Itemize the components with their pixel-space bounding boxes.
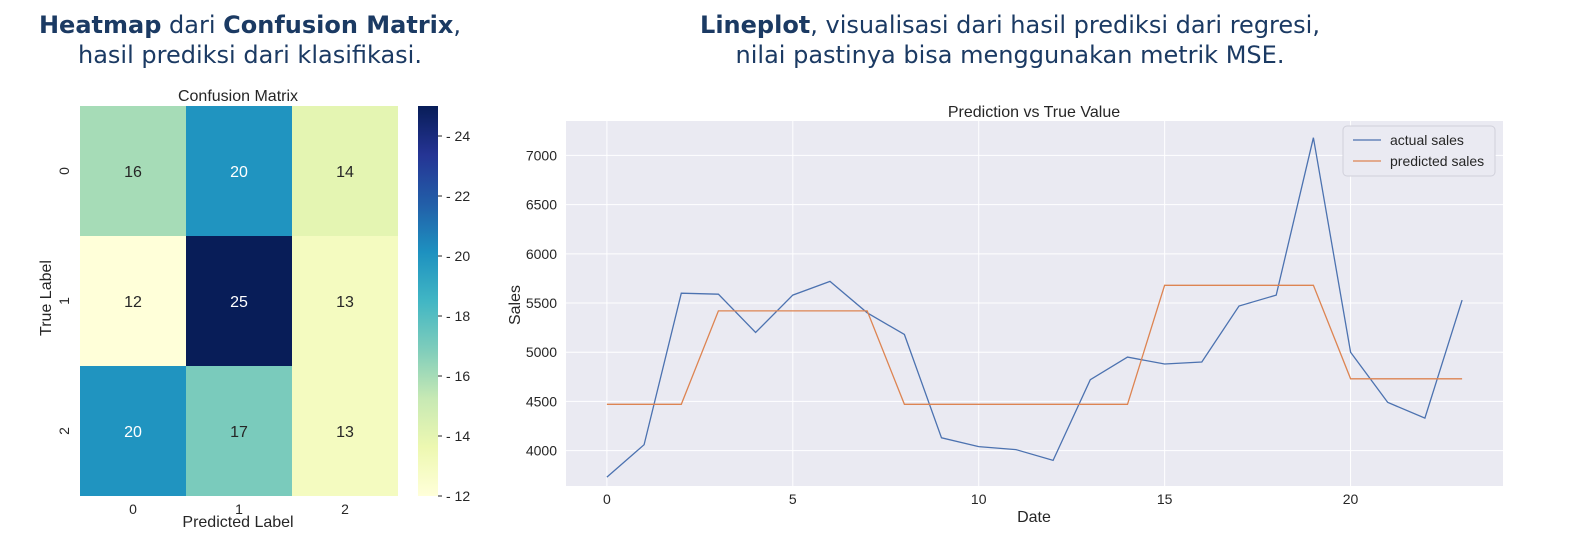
colorbar-tick-label: - 24 xyxy=(446,128,470,144)
x-tick-label: 5 xyxy=(789,491,797,507)
grid-lines xyxy=(566,121,1503,486)
caption-bold-lineplot: Lineplot xyxy=(700,11,811,39)
heatmap-cell-value: 16 xyxy=(124,164,142,181)
line-series xyxy=(606,137,1463,478)
lineplot-caption-line2: nilai pastinya bisa menggunakan metrik M… xyxy=(735,41,1285,69)
x-tick-label: 20 xyxy=(1343,491,1359,507)
heatmap-y-tick-label: 0 xyxy=(56,167,72,175)
heatmap-y-label: True Label xyxy=(38,260,55,336)
caption-text: , visualisasi dari hasil prediksi dari r… xyxy=(810,11,1320,39)
heatmap-cell-value: 12 xyxy=(124,294,142,311)
colorbar-ticks: - 12 - 14 - 16 - 18 - 20 - 22 - 24 xyxy=(438,128,470,504)
x-tick-label: 15 xyxy=(1157,491,1173,507)
caption-text: , xyxy=(453,11,462,39)
heatmap-cell-value: 20 xyxy=(230,164,248,181)
heatmap-cell xyxy=(292,236,398,366)
heatmap-x-tick-label: 2 xyxy=(341,501,349,517)
colorbar-tick-label: - 18 xyxy=(446,308,470,324)
lineplot-caption-line1: Lineplot, visualisasi dari hasil prediks… xyxy=(560,10,1460,40)
lineplot-caption: Lineplot, visualisasi dari hasil prediks… xyxy=(560,10,1460,70)
lineplot-x-label: Date xyxy=(1017,509,1051,526)
colorbar-tick-label: - 16 xyxy=(446,368,470,384)
x-tick-labels: 0 5 10 15 20 xyxy=(603,491,1359,507)
heatmap-cell-value: 13 xyxy=(336,424,354,441)
y-tick-label: 5500 xyxy=(526,295,557,311)
legend-label-actual: actual sales xyxy=(1390,132,1464,148)
x-tick-label: 0 xyxy=(603,491,611,507)
heatmap-cell xyxy=(80,106,186,236)
heatmap-cell-value: 17 xyxy=(230,424,248,441)
heatmap-cells: 16 20 14 12 25 13 20 17 13 xyxy=(80,106,398,496)
heatmap-caption: Heatmap dari Confusion Matrix, hasil pre… xyxy=(20,10,480,70)
heatmap-title: Confusion Matrix xyxy=(178,88,298,105)
heatmap-caption-line2: hasil prediksi dari klasifikasi. xyxy=(78,41,422,69)
heatmap-cell xyxy=(80,236,186,366)
plot-area xyxy=(566,121,1503,486)
heatmap-x-tick-label: 0 xyxy=(129,501,137,517)
heatmap-caption-line1: Heatmap dari Confusion Matrix, xyxy=(20,10,480,40)
colorbar xyxy=(418,106,438,496)
legend-label-predicted: predicted sales xyxy=(1390,153,1484,169)
y-tick-label: 7000 xyxy=(526,147,557,163)
y-tick-label: 5000 xyxy=(526,344,557,360)
heatmap-cell xyxy=(186,366,292,496)
caption-bold-heatmap: Heatmap xyxy=(38,11,162,39)
heatmap-cell xyxy=(186,106,292,236)
heatmap-cell xyxy=(186,236,292,366)
x-tick-label: 10 xyxy=(971,491,987,507)
lineplot-title: Prediction vs True Value xyxy=(948,104,1120,121)
heatmap-cell xyxy=(80,366,186,496)
y-tick-label: 6000 xyxy=(526,246,557,262)
heatmap-x-ticks: 0 1 2 xyxy=(129,501,349,517)
heatmap-cell xyxy=(292,366,398,496)
caption-text: dari xyxy=(161,11,224,39)
lineplot-y-label: Sales xyxy=(507,285,524,325)
heatmap-cell-value: 13 xyxy=(336,294,354,311)
y-tick-labels: 4000 4500 5000 5500 6000 6500 7000 xyxy=(526,147,557,458)
y-tick-label: 4000 xyxy=(526,443,557,459)
heatmap-y-tick-label: 1 xyxy=(56,297,72,305)
heatmap-x-label: Predicted Label xyxy=(182,514,293,531)
heatmap-x-tick-label: 1 xyxy=(235,501,243,517)
y-tick-label: 4500 xyxy=(526,393,557,409)
colorbar-tick-label: - 12 xyxy=(446,488,470,504)
legend-box xyxy=(1342,125,1496,177)
caption-bold-confusion-matrix: Confusion Matrix xyxy=(223,11,454,39)
heatmap-cell-value: 20 xyxy=(124,424,142,441)
heatmap-cell xyxy=(292,106,398,236)
heatmap-cell-value: 14 xyxy=(336,164,354,181)
heatmap-y-tick-label: 2 xyxy=(56,427,72,435)
colorbar-tick-label: - 20 xyxy=(446,248,470,264)
legend: actual sales predicted sales xyxy=(1342,125,1496,177)
heatmap-y-ticks: 0 1 2 xyxy=(56,167,72,435)
colorbar-tick-label: - 14 xyxy=(446,428,470,444)
y-tick-label: 6500 xyxy=(526,197,557,213)
predicted-sales-line xyxy=(606,284,1463,405)
heatmap-cell-value: 25 xyxy=(230,294,248,311)
actual-sales-line xyxy=(606,137,1463,478)
colorbar-tick-label: - 22 xyxy=(446,188,470,204)
